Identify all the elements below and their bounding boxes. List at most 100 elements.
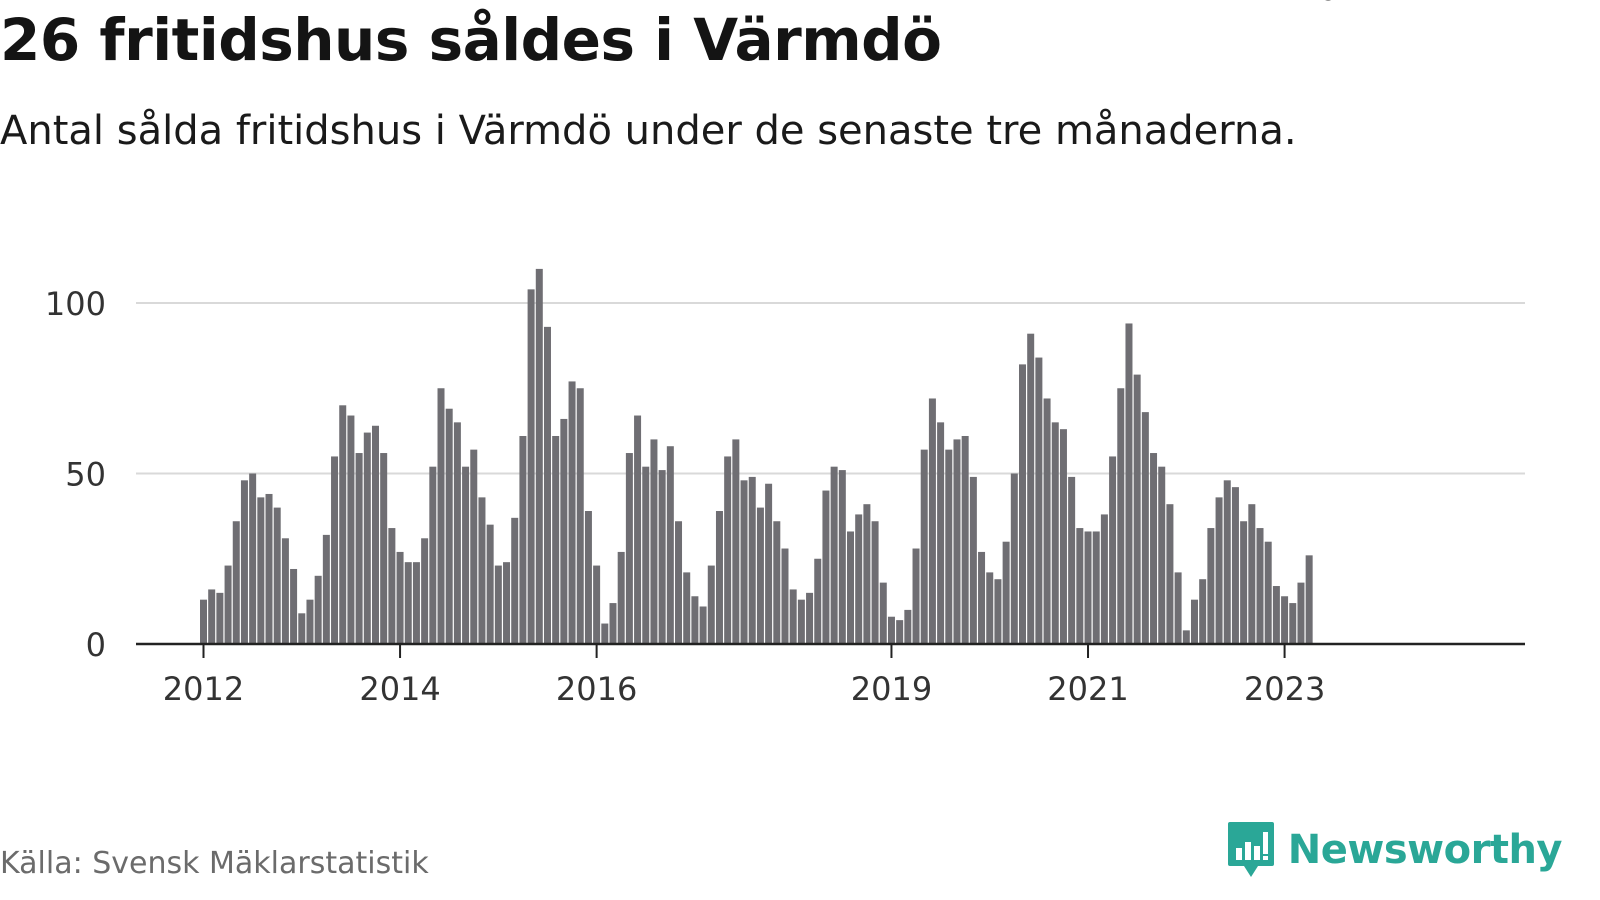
bar [1117,388,1125,644]
x-tick-label: 2012 [163,670,244,708]
bar [339,405,347,644]
bar [232,521,240,644]
bar [1076,528,1084,644]
bar [1199,579,1207,644]
bar [1027,333,1035,644]
x-tick-label: 2021 [1047,670,1128,708]
bar [1141,412,1149,644]
bar [740,480,748,644]
bar [756,507,764,644]
bar-series [200,268,1313,644]
bar [1256,528,1264,644]
bar [421,538,429,644]
bar [707,565,715,644]
bar [273,507,281,644]
bar [1092,531,1100,644]
bar [953,439,961,644]
bar [224,565,232,644]
bar [912,548,920,644]
source-note: Källa: Svensk Mäklarstatistik [0,846,429,881]
bar [699,606,707,644]
y-tick-label: 100 [45,285,106,323]
bar [388,528,396,644]
bar [781,548,789,644]
bar [347,415,355,644]
bar [462,466,470,644]
bar [683,572,691,644]
bar [1059,429,1067,644]
bar [568,381,576,644]
bar [478,497,486,644]
bar [265,493,273,644]
bar [593,565,601,644]
bar [797,599,805,644]
bar [863,504,871,644]
bar [969,476,977,644]
bar [1281,596,1289,644]
bar [535,268,543,644]
bar [1133,374,1141,644]
bar [609,603,617,644]
bar [216,592,224,644]
bar [412,562,420,644]
bar [249,473,257,644]
bar [847,531,855,644]
bar [1010,473,1018,644]
bar [625,453,633,644]
bar [560,418,568,644]
bar [1305,555,1313,644]
bar [1043,398,1051,644]
x-tick-label: 2019 [851,670,932,708]
bar [437,388,445,644]
bar [715,511,723,644]
chart-subtitle: Antal sålda fritidshus i Värmdö under de… [0,108,1297,154]
bar [879,582,887,644]
bar [355,453,363,644]
bar [732,439,740,644]
bar [208,589,216,644]
bar [814,558,822,644]
bar [1084,531,1092,644]
bar [1125,323,1133,644]
bar [1223,480,1231,644]
bar [1297,582,1305,644]
brand-logo[interactable]: Newsworthy [1226,820,1563,880]
bar [1166,504,1174,644]
y-tick-label: 50 [65,456,106,494]
bar [896,620,904,644]
bar [363,432,371,644]
bar [773,521,781,644]
bar [511,517,519,644]
bar [1215,497,1223,644]
bar [748,476,756,644]
bar [724,456,732,644]
bar [543,326,551,644]
bar [1174,572,1182,644]
axes: 0 50 100 26 2012 2014 2016 2019 2021 2023 [45,0,1525,708]
bar [675,521,683,644]
bar [503,562,511,644]
bar [281,538,289,644]
bar [986,572,994,644]
bar [1207,528,1215,644]
bar [314,575,322,644]
bar [978,551,986,644]
bar [453,422,461,644]
bar [380,453,388,644]
bar [200,599,207,644]
bar [429,466,437,644]
bar [1240,521,1248,644]
bar [1051,422,1059,644]
x-tick-label: 2014 [359,670,440,708]
x-tick-label: 2016 [556,670,637,708]
bar [470,449,478,644]
bar [404,562,412,644]
bar [871,521,879,644]
highlight-value-label: 26 [1297,0,1338,8]
bar [806,592,814,644]
bar [830,466,838,644]
bar [486,524,494,644]
bar [584,511,592,644]
bar [240,480,248,644]
bar [257,497,265,644]
